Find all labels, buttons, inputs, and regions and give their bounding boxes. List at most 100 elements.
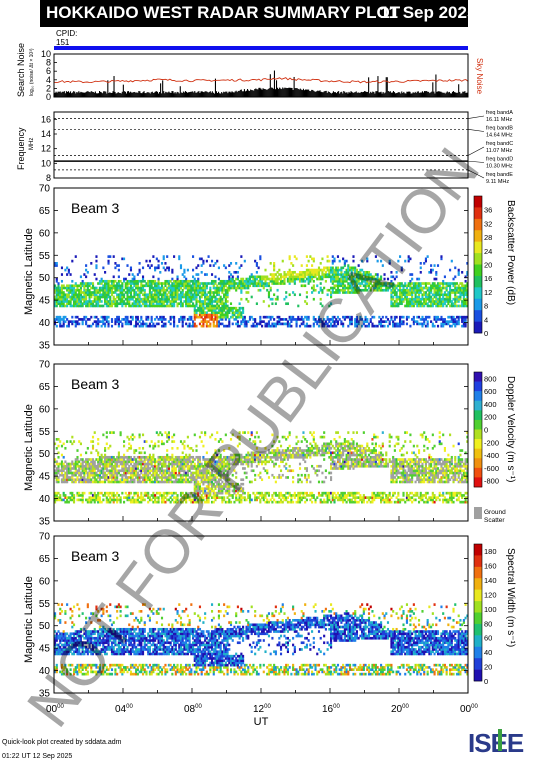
- velocity-cell: [157, 498, 160, 502]
- power-cell: [83, 293, 86, 297]
- velocity-cell: [155, 473, 158, 477]
- velocity-cell: [226, 469, 229, 473]
- velocity-cell: [238, 453, 241, 457]
- power-cell: [347, 277, 350, 281]
- velocity-cell: [66, 467, 69, 470]
- power-cell: [195, 282, 198, 285]
- velocity-cell: [238, 460, 241, 464]
- power-cell: [417, 300, 421, 303]
- velocity-cell: [217, 487, 220, 490]
- power-cell: [273, 262, 276, 265]
- power-cells: [54, 255, 469, 328]
- power-cell: [240, 288, 243, 292]
- power-cell: [264, 322, 267, 326]
- power-cell: [124, 315, 127, 319]
- power-cell: [152, 322, 155, 326]
- power-cell: [321, 322, 324, 326]
- power-cell: [164, 293, 167, 297]
- power-cell: [397, 295, 400, 299]
- power-cell: [336, 315, 340, 319]
- power-cell: [426, 297, 429, 301]
- velocity-cell: [123, 478, 126, 482]
- power-cell: [298, 270, 302, 274]
- power-cell: [164, 268, 167, 272]
- velocity-cell: [236, 487, 239, 490]
- power-cell: [198, 284, 202, 288]
- power-cell: [204, 286, 207, 290]
- power-cell: [455, 295, 459, 299]
- power-cell: [135, 300, 138, 303]
- power-cell: [179, 291, 183, 294]
- power-cell: [95, 297, 98, 301]
- power-cell: [141, 320, 145, 323]
- velocity-cell: [198, 462, 202, 466]
- power-cell: [450, 300, 453, 303]
- power-cell: [183, 295, 186, 299]
- power-cell: [71, 288, 74, 292]
- power-cell: [85, 300, 88, 303]
- velocity-cell: [224, 500, 227, 504]
- power-cell: [319, 318, 322, 321]
- velocity-cell: [128, 480, 131, 484]
- velocity-cell: [188, 464, 191, 468]
- power-cell: [414, 297, 417, 301]
- power-cell: [224, 284, 227, 288]
- velocity-cell: [93, 491, 96, 495]
- power-cell: [288, 273, 291, 276]
- power-cell: [335, 273, 338, 276]
- velocity-cell: [162, 500, 165, 504]
- velocity-cell: [104, 480, 107, 484]
- power-cell: [436, 286, 440, 290]
- power-cell: [457, 297, 460, 301]
- power-cell: [107, 259, 110, 263]
- velocity-cell: [186, 469, 189, 473]
- velocity-cell: [166, 480, 169, 484]
- power-cell: [86, 302, 89, 306]
- power-cell: [183, 268, 186, 272]
- power-cell: [131, 288, 134, 292]
- velocity-cell: [160, 458, 164, 461]
- power-cell: [297, 277, 300, 281]
- power-cell: [411, 302, 414, 306]
- power-cell: [286, 302, 289, 306]
- power-cell: [100, 304, 103, 308]
- velocity-cell: [195, 491, 198, 495]
- power-cell: [383, 284, 386, 288]
- velocity-cell: [90, 462, 93, 466]
- power-cell: [138, 279, 141, 283]
- velocity-cell: [119, 455, 122, 459]
- power-colorbar-cell: [474, 253, 482, 265]
- power-cell: [179, 282, 183, 285]
- power-cell: [271, 297, 274, 301]
- velocity-cell: [102, 494, 105, 497]
- power-cell: [369, 279, 372, 283]
- power-cell: [138, 268, 141, 272]
- power-cell: [223, 306, 226, 310]
- velocity-cell: [209, 494, 212, 497]
- power-cell: [242, 284, 245, 288]
- power-cell: [269, 318, 272, 321]
- velocity-cell: [136, 480, 139, 484]
- power-cell: [116, 282, 119, 285]
- power-cell: [193, 291, 196, 294]
- velocity-cell: [204, 464, 207, 468]
- power-cell: [273, 322, 276, 326]
- power-cell: [414, 286, 417, 290]
- power-cell: [466, 291, 469, 294]
- power-cell: [117, 297, 120, 301]
- velocity-cell: [176, 496, 179, 499]
- velocity-cell: [55, 469, 58, 473]
- power-cell: [190, 279, 193, 283]
- power-cell: [190, 304, 193, 308]
- velocity-cell: [188, 458, 191, 461]
- power-cell: [176, 288, 179, 292]
- power-cell: [409, 284, 412, 288]
- power-cell: [236, 270, 239, 274]
- power-cell: [212, 324, 215, 328]
- power-cell: [430, 300, 433, 303]
- power-cell: [333, 275, 336, 279]
- velocity-cell: [179, 469, 183, 473]
- velocity-cell: [195, 476, 198, 479]
- power-cell: [423, 297, 426, 301]
- power-cell: [435, 315, 438, 319]
